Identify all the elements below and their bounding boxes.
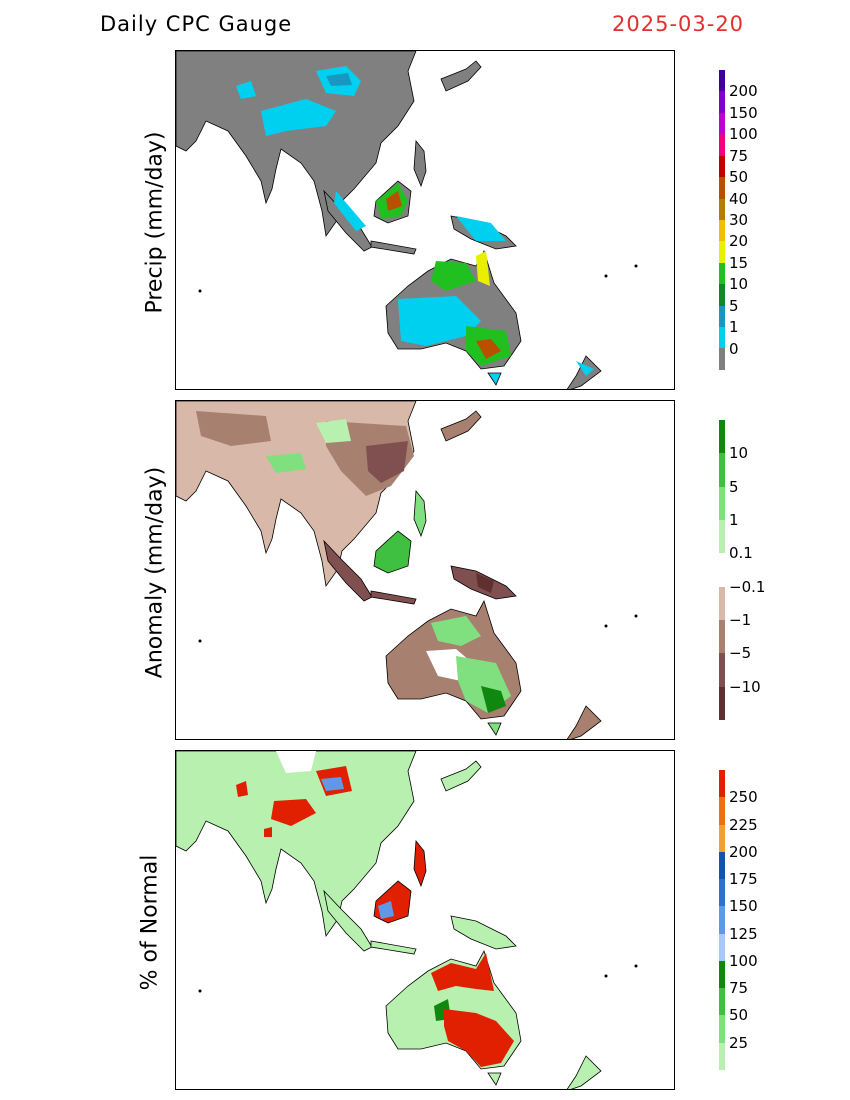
page-title: Daily CPC Gauge: [100, 12, 293, 36]
colorbar-swatch: [719, 305, 725, 328]
colorbar-tick-label: 10: [729, 444, 749, 463]
colorbar-swatch: [719, 906, 725, 934]
colorbar-tick-label: 100: [729, 125, 758, 144]
colorbar-tick-label: 1: [729, 511, 739, 529]
colorbar-swatch: [719, 70, 725, 92]
colorbar-swatch: [719, 619, 725, 654]
colorbar-swatch: [719, 420, 725, 454]
percent-map: [175, 750, 675, 1090]
colorbar-swatch: [719, 653, 725, 687]
colorbar-tick-label: 20: [729, 232, 749, 251]
colorbar-swatch: [719, 686, 725, 720]
colorbar-swatch: [719, 1042, 725, 1070]
colorbar-tick-label: 50: [729, 1006, 749, 1025]
colorbar-tick-label: 200: [729, 842, 758, 861]
colorbar-tick-label: −5: [729, 644, 752, 663]
colorbar-tick-label: −0.1: [729, 577, 766, 596]
colorbar-swatch: [719, 348, 725, 370]
anomaly-map-svg: [176, 401, 638, 739]
percent-colorbar: [719, 770, 725, 1070]
anomaly-ylabel: Anomaly (mm/day): [142, 466, 168, 679]
colorbar-tick-label: 30: [729, 211, 749, 229]
colorbar-tick-label: 5: [729, 477, 739, 496]
colorbar-swatch: [719, 134, 725, 156]
colorbar-tick-label: 0.1: [729, 544, 753, 563]
colorbar-tick-label: −1: [729, 611, 752, 629]
colorbar-swatch: [719, 824, 725, 852]
colorbar-swatch: [719, 155, 725, 178]
colorbar-tick-label: 5: [729, 296, 739, 315]
colorbar-swatch: [719, 960, 725, 989]
colorbar-tick-label: 100: [729, 951, 758, 970]
colorbar-tick-label: 250: [729, 788, 758, 807]
colorbar-tick-label: 75: [729, 979, 749, 998]
colorbar-swatch: [719, 519, 725, 554]
colorbar-swatch: [719, 851, 725, 880]
colorbar-swatch: [719, 933, 725, 961]
anomaly-colorbar: [719, 420, 725, 720]
colorbar-swatch: [719, 327, 725, 349]
colorbar-swatch: [719, 797, 725, 825]
colorbar-swatch: [719, 284, 725, 306]
colorbar-swatch: [719, 770, 725, 798]
colorbar-swatch: [719, 219, 725, 242]
colorbar-swatch: [719, 486, 725, 520]
colorbar-swatch: [719, 198, 725, 220]
precip-colorbar: [719, 70, 725, 370]
colorbar-tick-label: 10: [729, 275, 749, 294]
colorbar-tick-label: 150: [729, 897, 758, 916]
colorbar-swatch: [719, 112, 725, 135]
colorbar-tick-label: 40: [729, 189, 749, 208]
percent-map-svg: [176, 751, 638, 1089]
colorbar-swatch: [719, 879, 725, 907]
colorbar-swatch: [719, 988, 725, 1016]
colorbar-swatch: [719, 177, 725, 199]
colorbar-swatch: [719, 586, 725, 620]
percent-ylabel: % of Normal: [137, 854, 163, 991]
colorbar-swatch: [719, 553, 725, 587]
colorbar-swatch: [719, 453, 725, 487]
colorbar-tick-label: 50: [729, 168, 749, 187]
anomaly-map: [175, 400, 675, 740]
colorbar-tick-label: 150: [729, 103, 758, 122]
precip-map: [175, 50, 675, 390]
colorbar-tick-label: 15: [729, 253, 749, 272]
colorbar-tick-label: 225: [729, 815, 758, 834]
colorbar-tick-label: −10: [729, 677, 761, 696]
colorbar-tick-label: 1: [729, 318, 739, 337]
colorbar-tick-label: 200: [729, 82, 758, 101]
colorbar-tick-label: 175: [729, 870, 758, 889]
colorbar-tick-label: 25: [729, 1033, 749, 1052]
colorbar-tick-label: 75: [729, 146, 749, 165]
colorbar-swatch: [719, 241, 725, 263]
colorbar-swatch: [719, 91, 725, 113]
colorbar-swatch: [719, 262, 725, 285]
colorbar-swatch: [719, 1015, 725, 1043]
date-label: 2025-03-20: [612, 12, 745, 36]
precip-ylabel: Precip (mm/day): [142, 131, 168, 314]
colorbar-tick-label: 0: [729, 339, 739, 358]
colorbar-tick-label: 125: [729, 924, 758, 943]
precip-map-svg: [176, 51, 638, 389]
